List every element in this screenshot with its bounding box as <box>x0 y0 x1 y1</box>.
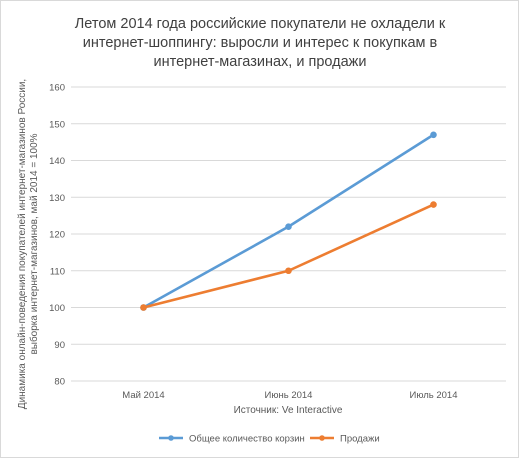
chart-title-line-2: интернет-шоппингу: выросли и интерес к п… <box>83 35 438 51</box>
legend-label: Общее количество корзин <box>189 434 305 445</box>
y-axis-title: Динамика онлайн-поведения покупателей ин… <box>17 79 40 409</box>
y-axis-title-line-2: выборка интернет-магазинов, май 2014 = 1… <box>28 133 40 354</box>
series-line-1 <box>142 203 435 309</box>
series-0-point <box>285 223 292 230</box>
y-tick-label: 120 <box>49 230 65 241</box>
series-0-point <box>430 131 437 139</box>
x-axis-title: Источник: Ve Interactive <box>234 405 343 416</box>
y-tick-label: 130 <box>49 193 65 204</box>
series-1-point <box>140 304 147 311</box>
y-tick-label: 90 <box>54 340 65 351</box>
series-1-point <box>285 267 292 275</box>
legend: Общее количество корзин Продажи <box>159 434 380 445</box>
y-tick-label: 150 <box>49 119 65 130</box>
x-tick-label: Май 2014 <box>122 390 164 401</box>
y-tick-label: 160 <box>49 83 65 94</box>
legend-swatch-marker <box>168 435 174 441</box>
x-axis-ticks: Май 2014 Июнь 2014 Июль 2014 <box>122 390 457 401</box>
y-axis-ticks: 80 90 100 110 120 130 140 150 160 <box>49 83 65 388</box>
y-tick-label: 100 <box>49 303 65 314</box>
legend-swatch-marker <box>319 435 325 441</box>
series-1-point <box>430 201 437 208</box>
y-tick-label: 110 <box>50 266 65 277</box>
data-series <box>140 131 437 311</box>
y-tick-label: 80 <box>54 377 65 388</box>
x-tick-label: Июнь 2014 <box>265 390 313 401</box>
chart-title: Летом 2014 года российские покупатели не… <box>75 16 446 70</box>
x-tick-label: Июль 2014 <box>409 390 457 401</box>
gridlines <box>71 86 506 382</box>
y-axis-title-line-1: Динамика онлайн-поведения покупателей ин… <box>17 79 28 409</box>
chart-title-line-1: Летом 2014 года российские покупатели не… <box>75 16 446 32</box>
legend-label: Продажи <box>340 434 380 445</box>
y-tick-label: 140 <box>49 156 65 167</box>
chart-title-line-3: интернет-магазинах, и продажи <box>154 54 367 70</box>
